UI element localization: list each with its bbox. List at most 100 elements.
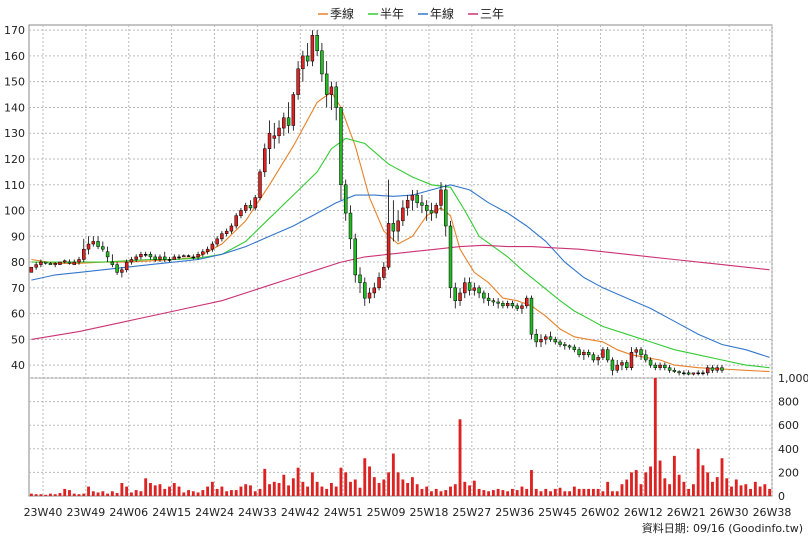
volume-bar bbox=[653, 378, 657, 496]
volume-bar bbox=[144, 478, 148, 496]
candle bbox=[667, 365, 672, 373]
x-tick-label: 24W42 bbox=[281, 506, 320, 519]
candle bbox=[224, 228, 229, 237]
price-tick-label: 150 bbox=[4, 76, 25, 89]
volume-bar bbox=[758, 486, 762, 496]
volume-bar bbox=[96, 492, 100, 496]
candle-body bbox=[496, 301, 500, 304]
candle-body bbox=[248, 205, 253, 209]
candle bbox=[496, 298, 500, 309]
volume-bar bbox=[477, 488, 481, 496]
volume-bar bbox=[644, 472, 648, 496]
candle-body bbox=[143, 254, 148, 256]
volume-bar bbox=[182, 492, 186, 496]
volume-bar bbox=[430, 491, 433, 496]
volume-bar bbox=[553, 488, 557, 496]
candle-body bbox=[520, 305, 524, 309]
volume-bar bbox=[591, 488, 595, 496]
candle-body bbox=[539, 339, 543, 343]
candle-body bbox=[148, 254, 153, 258]
volume-bar bbox=[101, 491, 105, 496]
candle bbox=[577, 347, 581, 358]
x-tick-label: 26W02 bbox=[581, 506, 620, 519]
volume-bar bbox=[206, 486, 210, 496]
candle-body bbox=[191, 256, 196, 259]
candle-body bbox=[572, 346, 577, 350]
legend-item: 季線 bbox=[318, 6, 354, 21]
volume-bar bbox=[611, 491, 614, 496]
volume-bar bbox=[158, 484, 162, 496]
volume-bar bbox=[91, 491, 95, 496]
ma-line-三年 bbox=[31, 244, 770, 340]
volume-bar bbox=[44, 494, 48, 496]
candle bbox=[372, 282, 377, 299]
candle-body bbox=[567, 345, 572, 348]
volume-bar bbox=[268, 484, 271, 496]
candle bbox=[86, 236, 91, 255]
candle bbox=[277, 120, 281, 144]
candle bbox=[482, 290, 486, 304]
candle-body bbox=[320, 50, 324, 75]
candle bbox=[710, 365, 715, 373]
volume-bar bbox=[263, 468, 267, 496]
candle-body bbox=[448, 225, 453, 289]
candle-body bbox=[610, 359, 615, 371]
candle-body bbox=[472, 287, 477, 291]
candle-body bbox=[229, 225, 234, 232]
volume-bar bbox=[215, 488, 219, 496]
candle bbox=[215, 236, 219, 247]
volume-bar bbox=[668, 484, 672, 496]
volume-bar bbox=[339, 467, 343, 496]
volume-bar bbox=[291, 478, 295, 496]
candle-body bbox=[434, 205, 438, 214]
x-tick-label: 25W27 bbox=[452, 506, 491, 519]
candle-body bbox=[382, 266, 386, 278]
volume-bar bbox=[725, 478, 729, 496]
candle bbox=[358, 267, 362, 293]
candle-body bbox=[505, 303, 510, 307]
candle bbox=[234, 213, 238, 229]
candle bbox=[701, 370, 705, 376]
candle-body bbox=[410, 194, 415, 201]
candle bbox=[101, 241, 105, 252]
candle-body bbox=[682, 372, 686, 375]
candle-body bbox=[110, 261, 115, 265]
candle-body bbox=[439, 189, 443, 206]
candle-body bbox=[558, 341, 562, 345]
candle bbox=[424, 200, 429, 221]
x-tick-label: 23W40 bbox=[24, 506, 63, 519]
volume-bar bbox=[425, 486, 429, 496]
volume-bar bbox=[472, 480, 476, 496]
volume-bar bbox=[358, 487, 362, 496]
volume-bar bbox=[434, 488, 438, 496]
candle bbox=[172, 254, 176, 260]
volume-bar bbox=[453, 484, 457, 496]
volume-bar bbox=[558, 487, 562, 496]
volume-bar bbox=[658, 460, 662, 496]
candle-body bbox=[658, 364, 662, 368]
candle-body bbox=[205, 248, 210, 252]
candle-body bbox=[353, 238, 357, 276]
candle bbox=[339, 107, 343, 201]
volume-bar bbox=[172, 483, 176, 496]
volume-bar bbox=[753, 481, 757, 496]
x-tick-label: 25W36 bbox=[495, 506, 534, 519]
volume-bar bbox=[734, 479, 738, 496]
candle-body bbox=[515, 305, 519, 309]
candle bbox=[239, 207, 243, 219]
candle bbox=[329, 81, 334, 111]
volume-bar bbox=[701, 465, 705, 496]
candle-body bbox=[258, 171, 262, 198]
candle bbox=[110, 254, 115, 268]
volume-bar bbox=[691, 484, 695, 496]
candle bbox=[43, 261, 48, 265]
volume-bar bbox=[763, 484, 767, 496]
volume-bar bbox=[639, 484, 643, 496]
x-tick-label: 24W51 bbox=[324, 506, 363, 519]
candle-body bbox=[491, 300, 496, 303]
candle bbox=[501, 300, 505, 309]
candle bbox=[129, 256, 134, 265]
x-tick-label: 24W24 bbox=[195, 506, 234, 519]
candle bbox=[429, 202, 434, 221]
candle-body bbox=[210, 243, 215, 250]
